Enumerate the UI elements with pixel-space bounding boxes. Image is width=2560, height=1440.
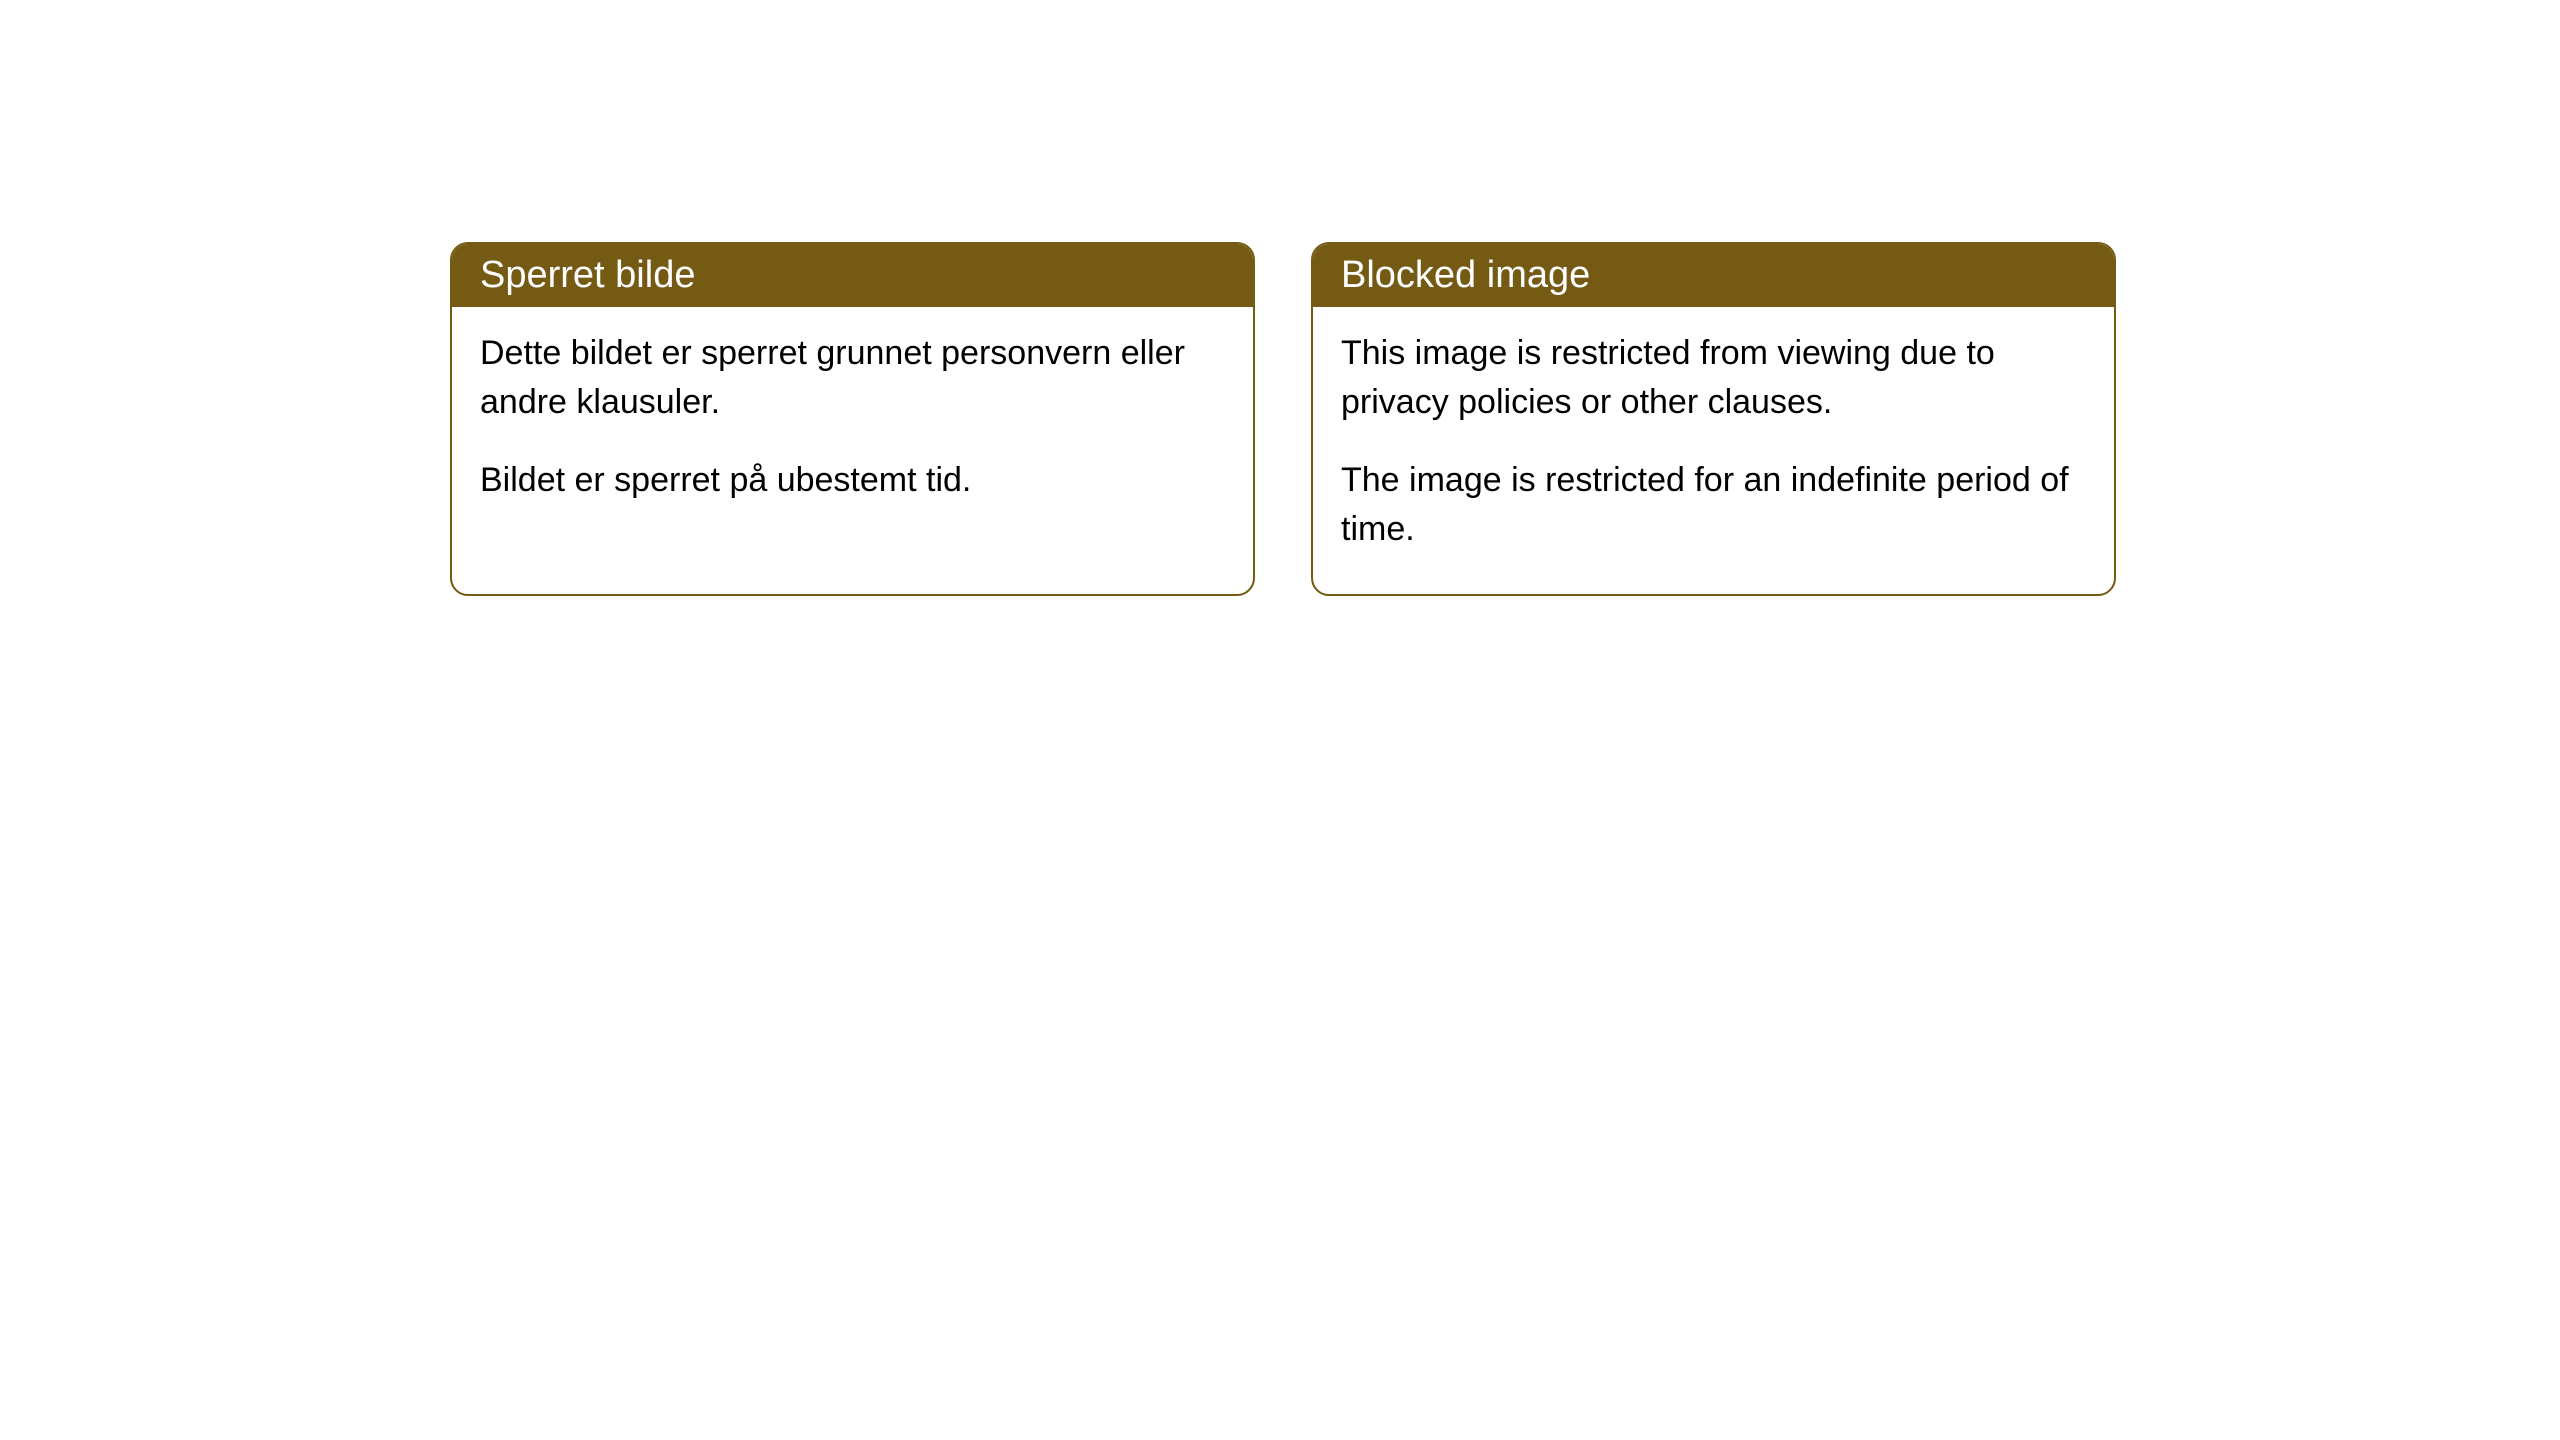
card-body-norwegian: Dette bildet er sperret grunnet personve…: [452, 307, 1253, 545]
card-message-2-norwegian: Bildet er sperret på ubestemt tid.: [480, 456, 1225, 505]
card-message-1-english: This image is restricted from viewing du…: [1341, 329, 2086, 428]
blocked-image-card-norwegian: Sperret bilde Dette bildet er sperret gr…: [450, 242, 1255, 596]
card-header-english: Blocked image: [1313, 244, 2114, 307]
card-message-2-english: The image is restricted for an indefinit…: [1341, 456, 2086, 555]
card-message-1-norwegian: Dette bildet er sperret grunnet personve…: [480, 329, 1225, 428]
card-title-norwegian: Sperret bilde: [480, 254, 695, 296]
notification-cards-container: Sperret bilde Dette bildet er sperret gr…: [450, 242, 2116, 596]
card-body-english: This image is restricted from viewing du…: [1313, 307, 2114, 594]
blocked-image-card-english: Blocked image This image is restricted f…: [1311, 242, 2116, 596]
card-header-norwegian: Sperret bilde: [452, 244, 1253, 307]
card-title-english: Blocked image: [1341, 254, 1590, 296]
